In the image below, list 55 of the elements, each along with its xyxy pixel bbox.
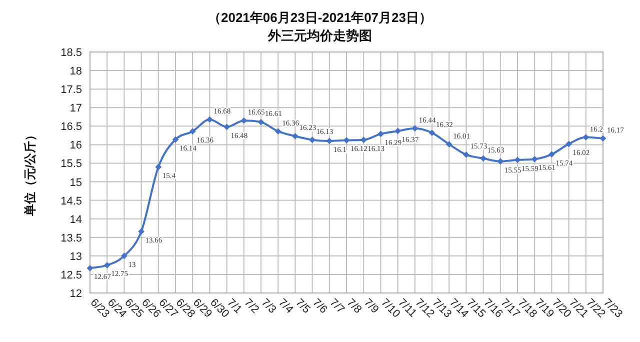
y-tick-label: 14 [70, 214, 82, 226]
point [497, 158, 504, 165]
x-tick-label: 7/3 [258, 296, 278, 316]
y-tick-label: 18.5 [60, 47, 82, 59]
chart-subtitle: 外三元均价走势图 [267, 28, 372, 43]
point [548, 151, 555, 158]
x-tick-label: 7/8 [344, 296, 364, 316]
point [292, 132, 298, 140]
x-tick-label: 7/9 [361, 296, 381, 316]
y-tick-label: 17.5 [60, 84, 82, 96]
point [480, 155, 486, 162]
x-tick-label: 7/6 [310, 296, 330, 316]
point [428, 130, 436, 136]
point [240, 117, 248, 124]
point [463, 152, 470, 158]
point [172, 136, 179, 143]
y-tick-label: 15.5 [60, 158, 82, 170]
x-tick-label: 7/4 [276, 296, 296, 316]
chart-title: （2021年06月23日-2021年07月23日） [208, 10, 432, 25]
y-tick-label: 16 [70, 140, 82, 152]
y-tick-label: 16.5 [60, 121, 82, 134]
point [86, 264, 94, 272]
y-tick-label: 17 [70, 102, 82, 115]
y-tick-label: 15 [70, 176, 82, 189]
point [138, 228, 144, 235]
point [121, 252, 128, 260]
y-tick-label: 14.5 [60, 195, 82, 208]
y-tick-label: 13.5 [60, 232, 82, 244]
point [446, 141, 452, 148]
point [531, 156, 538, 162]
point [514, 156, 521, 164]
y-tick-label: 12 [70, 288, 82, 300]
point [189, 128, 196, 135]
point [104, 262, 110, 268]
x-tick-label: 7/5 [293, 296, 312, 316]
point [224, 124, 230, 130]
x-tick-label: 7/2 [242, 296, 262, 316]
point [326, 138, 333, 144]
point [258, 118, 264, 126]
point [582, 134, 590, 140]
point [566, 140, 572, 148]
point [206, 116, 213, 123]
y-tick-label: 13 [70, 250, 82, 263]
point [378, 130, 384, 138]
point [155, 164, 162, 170]
point [360, 136, 367, 144]
y-tick-label: 18 [70, 66, 82, 78]
y-axis-title: 单位（元/公斤） [23, 128, 37, 218]
point [600, 135, 606, 142]
point [309, 136, 316, 144]
point [274, 128, 282, 135]
point [412, 125, 418, 132]
point [394, 128, 401, 134]
y-tick-label: 12.5 [60, 269, 82, 282]
x-tick-label: 7/7 [327, 296, 347, 316]
